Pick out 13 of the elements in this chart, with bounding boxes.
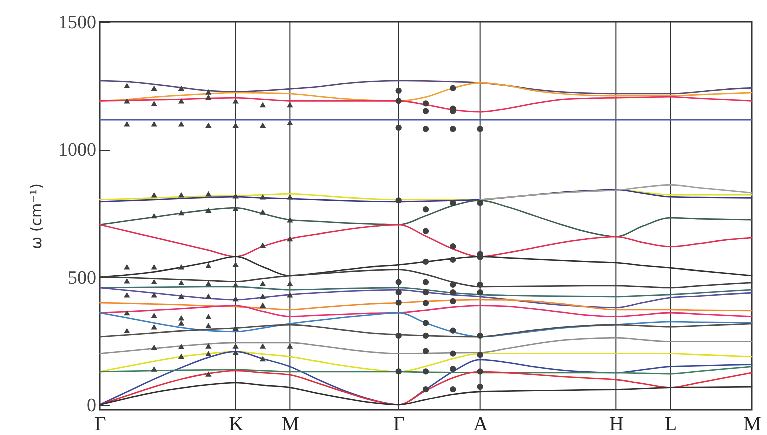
y-tick-label: 1000 bbox=[58, 140, 96, 162]
y-tick-label: 500 bbox=[68, 268, 96, 289]
x-tick-label: L bbox=[664, 414, 678, 435]
x-tick-label: K bbox=[229, 414, 244, 435]
x-tick-label: Γ bbox=[394, 414, 406, 435]
y-axis-title: ω (cm⁻¹) bbox=[28, 184, 46, 250]
x-tick-label: M bbox=[744, 414, 762, 435]
x-tick-label: H bbox=[609, 414, 624, 435]
x-tick-label: A bbox=[474, 414, 489, 435]
y-tick-label: 1500 bbox=[58, 12, 96, 34]
y-tick-label: 0 bbox=[87, 395, 96, 416]
x-tick-label: Γ bbox=[94, 414, 106, 435]
x-tick-label: M bbox=[282, 414, 300, 435]
